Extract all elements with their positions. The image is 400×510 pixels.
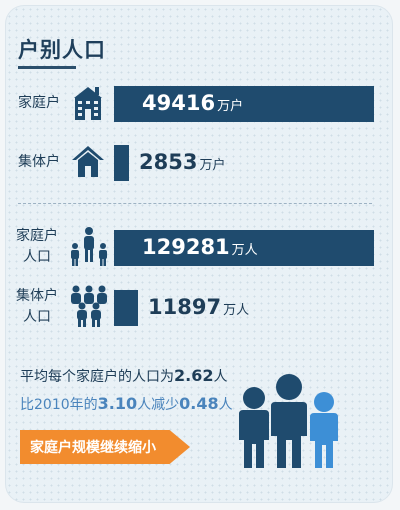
collective-pop-label-line2: 人口 xyxy=(23,309,51,325)
bar-household-population xyxy=(114,230,374,266)
title-underline xyxy=(18,66,76,69)
bar-household-population-unit: 万人 xyxy=(231,243,258,258)
comparison-note: 比2010年的 3.10 人减少 0.48 人 xyxy=(20,394,233,414)
note2-suffix: 人 xyxy=(218,397,233,413)
note1-value: 2.62 xyxy=(174,366,214,385)
note2-mid: 人减少 xyxy=(137,397,180,413)
group-icon xyxy=(71,285,107,327)
note2-prefix: 比2010年的 xyxy=(20,397,98,413)
note1-suffix: 人 xyxy=(213,369,228,385)
bar-households-unit: 万户 xyxy=(217,99,244,114)
apartment-icon xyxy=(74,87,102,120)
trend-tag: 家庭户规模继续缩小 xyxy=(20,430,190,464)
collective-label: 集体户 xyxy=(18,154,60,170)
bar-households-number: 49416 xyxy=(142,91,216,115)
bar-collective xyxy=(114,145,129,181)
family-icon xyxy=(71,227,107,266)
average-household-note: 平均每个家庭户的人口为 2.62 人 xyxy=(20,366,227,386)
bar-collective-unit: 万户 xyxy=(199,158,226,173)
bar-collective-population-value: 11897 万人 xyxy=(148,295,249,319)
section-divider xyxy=(18,203,372,204)
page-title: 户别人口 xyxy=(18,38,106,62)
bar-collective-population-unit: 万人 xyxy=(223,303,250,318)
bar-collective-population-number: 11897 xyxy=(148,295,222,319)
bar-household-population-number: 129281 xyxy=(142,235,230,259)
three-people-icon xyxy=(239,374,338,468)
house-icon xyxy=(72,146,104,177)
bar-households-value: 49416 万户 xyxy=(142,91,243,115)
household-label: 家庭户 xyxy=(18,95,60,111)
collective-pop-label: 集体户 人口 xyxy=(16,286,58,328)
bar-collective-value: 2853 万户 xyxy=(139,150,225,174)
bar-household-population-value: 129281 万人 xyxy=(142,235,258,259)
bar-households xyxy=(114,86,374,122)
bar-collective-population xyxy=(114,290,138,326)
note2-value1: 3.10 xyxy=(97,394,138,413)
collective-pop-label-line1: 集体户 xyxy=(16,288,58,304)
household-pop-label-line1: 家庭户 xyxy=(16,228,58,244)
household-pop-label: 家庭户 人口 xyxy=(16,226,58,268)
household-pop-label-line2: 人口 xyxy=(23,249,51,265)
note1-prefix: 平均每个家庭户的人口为 xyxy=(20,369,174,385)
note2-value2: 0.48 xyxy=(179,394,219,413)
bar-collective-number: 2853 xyxy=(139,150,198,174)
